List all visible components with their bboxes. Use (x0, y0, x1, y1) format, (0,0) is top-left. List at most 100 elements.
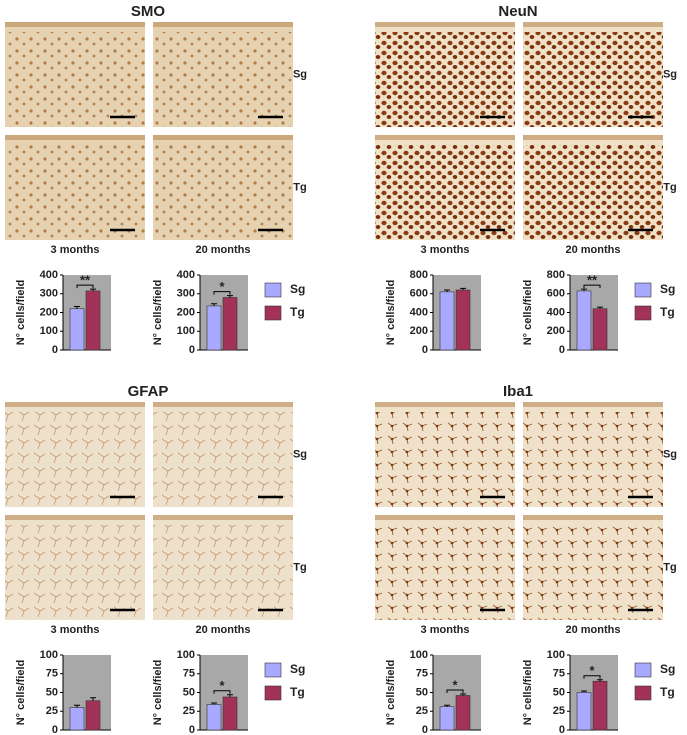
panel: Iba1 Sg Tg 3 months 20 months N° cells/field 0… (375, 383, 677, 735)
y-tick-label: 600 (547, 288, 565, 300)
panel-title: SMO (131, 3, 166, 20)
micrograph-edge (375, 135, 515, 140)
row-label: Tg (293, 181, 306, 193)
error-bar (581, 690, 587, 693)
y-tick-label: 100 (410, 649, 428, 661)
row-label: Tg (663, 561, 676, 573)
error-bar (460, 287, 466, 290)
bar (85, 700, 101, 731)
row-label: Tg (293, 561, 306, 573)
error-bar (90, 697, 96, 701)
legend-swatch (634, 305, 652, 321)
micrograph-texture (5, 525, 145, 620)
y-tick-label: 100 (177, 325, 195, 337)
legend-label: Sg (290, 282, 305, 296)
micrograph-edge (153, 515, 293, 520)
y-tick-label: 75 (46, 668, 58, 680)
micrograph-edge (5, 515, 145, 520)
micrograph-edge (375, 22, 515, 27)
micrograph-edge (153, 22, 293, 27)
significance-bracket (583, 284, 601, 289)
micrograph-texture (5, 32, 145, 127)
y-tick-label: 100 (177, 649, 195, 661)
y-tick-label: 25 (183, 705, 195, 717)
micrograph-edge (5, 22, 145, 27)
micrograph-texture (5, 412, 145, 507)
legend-swatch (264, 685, 282, 701)
panel-title: GFAP (128, 383, 169, 400)
panel: SMO Sg Tg 3 months 20 months N° cells/field 0 1… (5, 3, 307, 356)
y-axis-label: N° cells/field (15, 660, 27, 726)
y-axis-label: N° cells/field (385, 280, 397, 346)
legend-swatch (264, 662, 282, 678)
y-axis-label: N° cells/field (522, 660, 534, 726)
y-tick-label: 50 (183, 686, 195, 698)
significance-label: * (219, 678, 225, 693)
bar (206, 305, 222, 351)
y-tick-label: 75 (553, 668, 565, 680)
bar (69, 308, 85, 351)
y-tick-label: 200 (410, 325, 428, 337)
y-tick-label: 25 (46, 705, 58, 717)
significance-bracket (446, 689, 464, 693)
legend-swatch (264, 282, 282, 298)
y-tick-label: 0 (52, 724, 58, 735)
micrograph-edge (523, 22, 663, 27)
y-tick-label: 600 (410, 288, 428, 300)
error-bar (74, 306, 80, 309)
error-bar (444, 704, 450, 707)
row-label: Tg (663, 181, 676, 193)
y-axis-label: N° cells/field (152, 660, 164, 726)
micrograph-edge (5, 402, 145, 407)
significance-label: * (589, 663, 595, 678)
column-label: 20 months (565, 244, 620, 256)
bar (206, 704, 222, 731)
panel-title: Iba1 (503, 383, 533, 400)
bar (439, 706, 455, 731)
significance-label: ** (587, 273, 598, 288)
row-label: Sg (663, 448, 677, 460)
y-tick-label: 400 (40, 269, 58, 281)
micrograph-texture (153, 412, 293, 507)
y-tick-label: 0 (52, 344, 58, 356)
y-tick-label: 100 (547, 649, 565, 661)
y-tick-label: 0 (559, 344, 565, 356)
micrograph-texture (523, 145, 663, 240)
legend-swatch (634, 685, 652, 701)
bar (576, 290, 592, 351)
y-tick-label: 25 (553, 705, 565, 717)
legend-label: Tg (290, 305, 305, 319)
significance-bracket (583, 675, 601, 679)
micrograph-edge (523, 402, 663, 407)
bar (85, 290, 101, 351)
y-tick-label: 300 (177, 288, 195, 300)
significance-bracket (213, 291, 231, 295)
error-bar (581, 288, 587, 291)
y-tick-label: 800 (410, 269, 428, 281)
bar (439, 291, 455, 351)
y-tick-label: 0 (422, 724, 428, 735)
y-tick-label: 0 (559, 724, 565, 735)
y-tick-label: 400 (547, 306, 565, 318)
y-tick-label: 50 (46, 686, 58, 698)
error-bar (211, 303, 217, 306)
error-bar (227, 694, 233, 697)
y-tick-label: 300 (40, 288, 58, 300)
legend-label: Tg (660, 305, 675, 319)
micrograph-texture (153, 145, 293, 240)
micrograph-edge (375, 515, 515, 520)
y-tick-label: 0 (189, 344, 195, 356)
column-label: 20 months (195, 244, 250, 256)
micrograph-texture (523, 32, 663, 127)
micrograph-texture (523, 412, 663, 507)
y-tick-label: 200 (177, 306, 195, 318)
panel: NeuN Sg Tg 3 months 20 months N° cells/field 0… (375, 3, 677, 356)
row-label: Sg (293, 448, 307, 460)
column-label: 20 months (195, 624, 250, 636)
bar (222, 297, 238, 351)
bar (222, 696, 238, 731)
column-label: 3 months (421, 244, 470, 256)
bar (576, 692, 592, 731)
bar (455, 695, 471, 731)
